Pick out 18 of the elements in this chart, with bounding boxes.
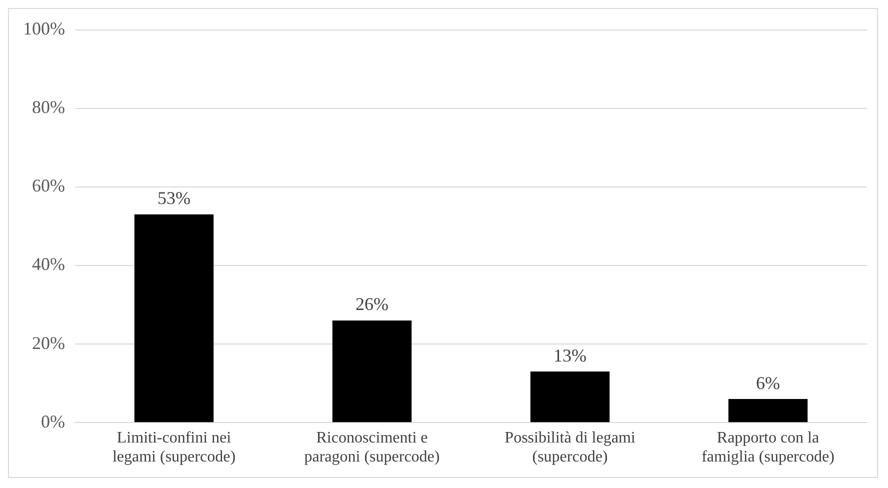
bar (728, 399, 808, 422)
y-tick-label: 60% (32, 176, 65, 196)
bar (332, 320, 412, 422)
bar (134, 214, 214, 422)
y-tick-label: 20% (32, 332, 65, 353)
data-label: 13% (554, 345, 586, 366)
y-tick-label: 0% (40, 411, 65, 432)
x-tick-label: Limiti-confini nei legami (supercode) (112, 429, 236, 466)
y-tick-label: 40% (32, 254, 65, 274)
data-label: 26% (355, 294, 388, 314)
y-tick-label: 80% (32, 97, 65, 118)
data-label: 53% (157, 188, 190, 208)
data-label: 6% (756, 372, 780, 393)
y-tick-label: 100% (22, 18, 65, 39)
x-tick-label: Possibilità di legami (supercode) (504, 429, 636, 466)
x-tick-label: Riconoscimenti e paragoni (supercode) (304, 429, 440, 466)
x-tick-label: Rapporto con la famiglia (supercode) (702, 429, 834, 466)
bar (530, 372, 610, 422)
